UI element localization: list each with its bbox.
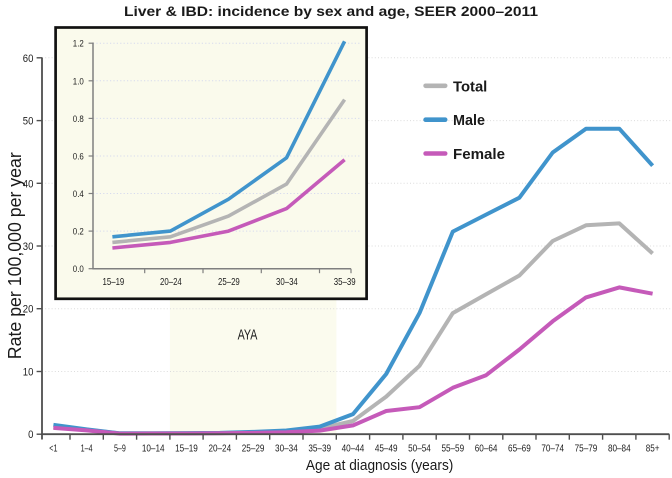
svg-text:70–74: 70–74 — [541, 442, 564, 454]
svg-text:0.8: 0.8 — [73, 114, 84, 125]
svg-text:40–44: 40–44 — [342, 442, 365, 454]
svg-text:20: 20 — [23, 304, 34, 316]
svg-text:10–14: 10–14 — [142, 442, 165, 454]
svg-text:60–64: 60–64 — [475, 442, 498, 454]
svg-text:65–69: 65–69 — [508, 442, 531, 454]
svg-text:15–19: 15–19 — [175, 442, 198, 454]
svg-text:0.0: 0.0 — [73, 264, 84, 275]
svg-text:0.4: 0.4 — [73, 189, 84, 200]
svg-text:20–24: 20–24 — [160, 276, 182, 288]
svg-text:1–4: 1–4 — [81, 442, 93, 454]
svg-text:85+: 85+ — [646, 442, 660, 454]
svg-text:60: 60 — [23, 53, 34, 65]
svg-text:5–9: 5–9 — [114, 442, 126, 454]
svg-text:Age at diagnosis (years): Age at diagnosis (years) — [306, 458, 454, 473]
svg-text:50–54: 50–54 — [408, 442, 431, 454]
svg-text:AYA: AYA — [238, 327, 258, 344]
svg-text:1.0: 1.0 — [73, 76, 84, 87]
svg-text:25–29: 25–29 — [242, 442, 265, 454]
svg-text:1.2: 1.2 — [73, 39, 84, 50]
svg-text:<1: <1 — [49, 442, 57, 454]
svg-text:30–34: 30–34 — [275, 442, 298, 454]
svg-text:25–29: 25–29 — [218, 276, 240, 288]
svg-text:80–84: 80–84 — [608, 442, 631, 454]
svg-text:10: 10 — [23, 367, 34, 379]
svg-text:30: 30 — [23, 241, 34, 253]
svg-text:75–79: 75–79 — [575, 442, 598, 454]
svg-text:45–49: 45–49 — [375, 442, 398, 454]
svg-text:15–19: 15–19 — [103, 276, 125, 288]
svg-text:Rate per 100,000 per year: Rate per 100,000 per year — [4, 152, 25, 359]
svg-text:Female: Female — [453, 146, 505, 163]
svg-text:55–59: 55–59 — [441, 442, 464, 454]
svg-text:20–24: 20–24 — [208, 442, 231, 454]
svg-text:35–39: 35–39 — [308, 442, 331, 454]
svg-text:Total: Total — [453, 78, 487, 95]
svg-text:Male: Male — [453, 112, 485, 129]
svg-text:0.6: 0.6 — [73, 152, 84, 163]
svg-text:30–34: 30–34 — [276, 276, 298, 288]
svg-text:0.2: 0.2 — [73, 227, 84, 238]
svg-text:0: 0 — [28, 429, 33, 441]
svg-text:40: 40 — [23, 178, 34, 190]
svg-text:Liver & IBD: incidence by sex: Liver & IBD: incidence by sex and age, S… — [124, 3, 538, 19]
svg-text:35–39: 35–39 — [334, 276, 356, 288]
svg-text:50: 50 — [23, 116, 34, 128]
